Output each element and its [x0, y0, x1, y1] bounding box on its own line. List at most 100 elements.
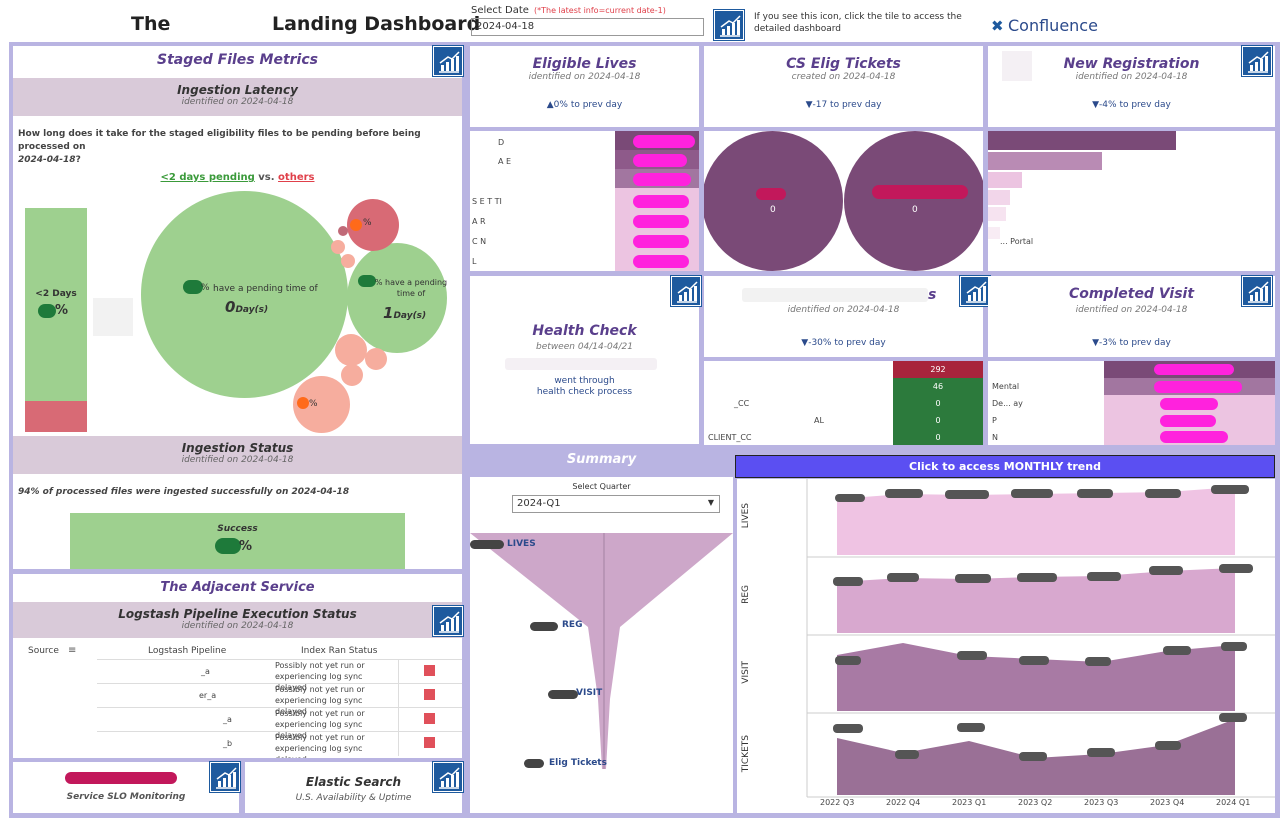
status-square-0 — [424, 665, 435, 676]
bubble-1-day[interactable] — [347, 243, 447, 353]
status-3: Possibly not yet run or experiencing log… — [275, 733, 365, 758]
elig-label-0: D — [498, 138, 505, 147]
funnel-chart[interactable] — [470, 529, 733, 769]
others-bar[interactable] — [25, 401, 87, 432]
quarter-select[interactable]: 2024-Q1 ▼ — [512, 495, 720, 513]
trend-chart[interactable] — [737, 479, 1275, 813]
completed-visit-tile[interactable]: Completed Visit identified on 2024-04-18… — [988, 276, 1275, 357]
elig-label-1: A E — [498, 157, 512, 166]
slo-subtitle: Service SLO Monitoring — [66, 792, 186, 802]
big-bubble-text: have a pending time of — [213, 284, 318, 294]
confluence-link[interactable]: Confluence — [1008, 16, 1098, 35]
summary-panel: Select Quarter 2024-Q1 ▼ LIVES REG VISIT… — [470, 477, 733, 813]
comp-redact-2 — [1160, 398, 1218, 410]
trend-panel: LIVES REG VISIT TICKETS 2022 Q3 2022 Q4 … — [737, 479, 1275, 813]
completed-delta: ▼-3% to prev day — [1092, 338, 1171, 348]
elastic-chart-icon[interactable] — [432, 761, 464, 793]
pipeline-2: _a — [223, 715, 232, 724]
reg-bar-3[interactable] — [988, 190, 1010, 205]
under-2-days-bar[interactable] — [25, 208, 87, 401]
funnel-lives-redact — [470, 540, 504, 549]
latency-title: Ingestion Latency — [177, 83, 298, 97]
reg-bar-0[interactable] — [988, 131, 1176, 150]
logstash-title: Logstash Pipeline Execution Status — [118, 607, 357, 621]
elastic-title: Elastic Search — [305, 775, 402, 789]
select-date-note: (*The latest info=current date-1) — [534, 6, 666, 15]
select-date-input[interactable]: 2024-04-18 — [471, 18, 704, 36]
elig-redact-4 — [633, 215, 689, 228]
dashboard-title-left: The — [131, 13, 171, 35]
elastic-subtitle: U.S. Availability & Uptime — [295, 793, 412, 803]
middle-cell-2[interactable] — [893, 395, 983, 412]
bubble-0-days[interactable] — [141, 191, 348, 398]
health-check-tile[interactable]: Health Check between 04/14-04/21 went th… — [470, 276, 699, 444]
bar-pct: % — [55, 303, 69, 318]
pipeline-3: _b — [223, 739, 233, 748]
health-title: Health Check — [532, 323, 637, 339]
status-2: Possibly not yet run or experiencing log… — [275, 709, 365, 740]
middle-cell-1[interactable] — [893, 378, 983, 395]
elig-redact-3 — [633, 195, 689, 208]
chart-icon — [713, 9, 745, 41]
middle-metric-tile[interactable]: s identified on 2024-04-18 ▼-30% to prev… — [704, 276, 983, 357]
middle-chart-icon[interactable] — [959, 275, 991, 307]
slo-chart-icon[interactable] — [209, 761, 241, 793]
elig-label-3: S E T TI — [472, 197, 502, 206]
big-bubble-value: 0Day(s) — [225, 298, 269, 316]
quarter-tick-4: 2023 Q3 — [1084, 798, 1119, 807]
col-source: Source — [28, 646, 59, 656]
confluence-icon[interactable]: ✖ — [991, 17, 1004, 35]
reg-bar-5[interactable] — [988, 227, 1000, 239]
latency-band: Ingestion Latency identified on 2024-04-… — [13, 78, 462, 116]
elig-redact-2 — [633, 173, 691, 186]
slo-tile[interactable]: Service SLO Monitoring — [13, 762, 239, 813]
elastic-tile[interactable]: Elastic Search U.S. Availability & Uptim… — [245, 762, 462, 813]
elig-label-6: L — [472, 257, 477, 266]
health-chart-icon[interactable] — [670, 275, 702, 307]
reg-bar-4[interactable] — [988, 207, 1006, 221]
tickets-circle-0[interactable] — [704, 131, 843, 271]
new-registration-tile[interactable]: New Registration identified on 2024-04-1… — [988, 46, 1275, 127]
completed-subtitle: identified on 2024-04-18 — [1075, 305, 1188, 315]
eligible-lives-tile[interactable]: Eligible Lives identified on 2024-04-18 … — [470, 46, 699, 127]
reg-label-4: ... Portal — [1000, 237, 1034, 246]
cs-tickets-tile[interactable]: CS Elig Tickets created on 2024-04-18 ▼-… — [704, 46, 983, 127]
bar-label: <2 Days — [35, 289, 77, 299]
monthly-trend-banner[interactable]: Click to access MONTHLY trend — [735, 455, 1275, 478]
middle-value-0: 292 — [930, 365, 946, 374]
middle-cell-4[interactable] — [893, 429, 983, 445]
slo-title-redact — [65, 772, 177, 784]
health-value-blank — [505, 358, 657, 370]
elig-label-5: C N — [472, 237, 487, 246]
completed-chart-icon[interactable] — [1241, 275, 1273, 307]
staged-files-title: Staged Files Metrics — [157, 52, 318, 68]
status-band: Ingestion Status identified on 2024-04-1… — [13, 436, 462, 474]
latency-subtitle: identified on 2024-04-18 — [181, 97, 294, 107]
pipeline-1: er_a — [199, 691, 217, 700]
eligible-breakdown-panel: D A E S E T TI A R C N L — [470, 131, 699, 271]
tickets-title: CS Elig Tickets — [786, 56, 901, 72]
reg-bar-1[interactable] — [988, 152, 1102, 170]
bubble-tiny-2 — [331, 240, 345, 254]
quarter-tick-6: 2024 Q1 — [1216, 798, 1251, 807]
reg-bar-2[interactable] — [988, 172, 1022, 188]
tickets-circle-1[interactable] — [844, 131, 983, 271]
staged-chart-icon[interactable] — [432, 45, 464, 77]
staged-files-panel: Staged Files Metrics Ingestion Latency i… — [13, 46, 462, 569]
health-subtitle: between 04/14-04/21 — [536, 342, 633, 352]
comp-label-1: Mental — [992, 382, 1020, 391]
middle-cell-3[interactable] — [893, 412, 983, 429]
sort-icon[interactable]: ≡ — [68, 645, 77, 656]
tickets-value-0: 0 — [770, 205, 776, 215]
health-line1: went through — [554, 376, 615, 386]
logstash-chart-icon[interactable] — [432, 605, 464, 637]
registration-title: New Registration — [1063, 56, 1200, 72]
elig-redact-5 — [633, 235, 689, 248]
comp-redact-1 — [1154, 381, 1242, 393]
registration-chart-icon[interactable] — [1241, 45, 1273, 77]
pipeline-0: _a — [201, 667, 210, 676]
middle-cell-0[interactable] — [893, 361, 983, 378]
middle-label2-3: AL — [814, 416, 824, 425]
big-bubble-redact — [183, 280, 203, 294]
trend-label-tickets: TICKETS — [741, 735, 751, 773]
